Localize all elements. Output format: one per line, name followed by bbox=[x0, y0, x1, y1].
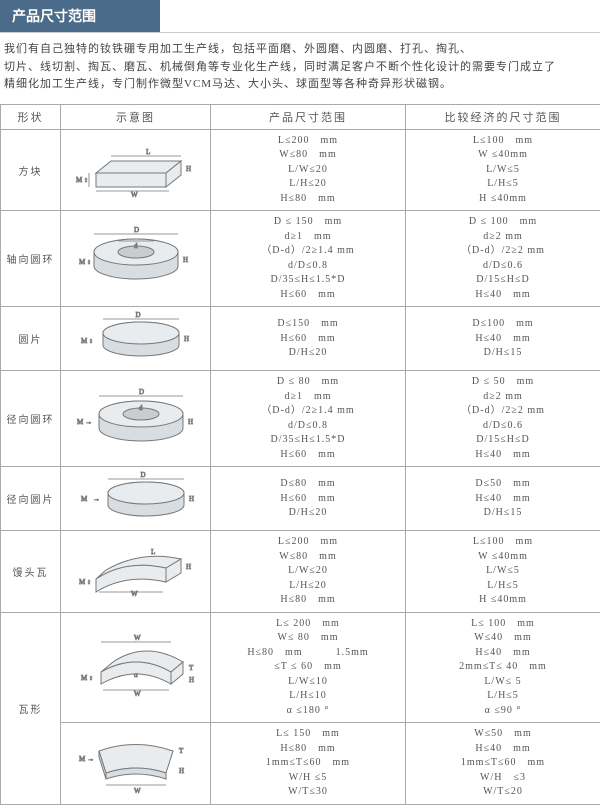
col-economic: 比较经济的尺寸范围 bbox=[406, 104, 600, 129]
econ-cell: L≤ 100 mm W≤40 mm H≤40 mm 2mm≤T≤ 40 mm L… bbox=[406, 612, 600, 723]
svg-text:W: W bbox=[131, 590, 140, 598]
svg-text:H: H bbox=[189, 495, 196, 503]
svg-text:T: T bbox=[189, 664, 195, 672]
svg-text:W: W bbox=[134, 787, 143, 795]
econ-cell: D ≤ 50 mm d≥2 mm （D-d）/2≥2 mm d/D≤0.6 D/… bbox=[406, 371, 600, 467]
svg-text:M→: M→ bbox=[79, 755, 96, 763]
svg-text:M↕: M↕ bbox=[81, 337, 95, 345]
svg-text:W: W bbox=[134, 634, 143, 642]
svg-text:M↕: M↕ bbox=[76, 176, 90, 184]
desc-line2: 切片、线切割、掏瓦、磨瓦、机械倒角等专业化生产线，同时满足客户不断个性化设计的需… bbox=[4, 59, 596, 77]
svg-text:D: D bbox=[135, 311, 142, 319]
table-row: 径向圆环 D d M→ H bbox=[1, 371, 600, 467]
svg-text:d: d bbox=[139, 404, 145, 412]
spec-cell: D ≤ 150 mm d≥1 mm （D-d）/2≥1.4 mm d/D≤0.8… bbox=[211, 211, 406, 307]
svg-text:M↕: M↕ bbox=[81, 674, 95, 682]
spec-cell: L≤ 200 mm W≤ 80 mm H≤80 mm 1.5mm ≤T ≤ 60… bbox=[211, 612, 406, 723]
svg-text:α: α bbox=[134, 671, 140, 679]
svg-text:H: H bbox=[186, 563, 193, 571]
svg-text:T: T bbox=[179, 747, 185, 755]
shape-name: 径向圆片 bbox=[1, 467, 61, 531]
spec-cell: L≤200 mm W≤80 mm L/W≤20 L/H≤20 H≤80 mm bbox=[211, 531, 406, 613]
diagram-cell: L M↕ W H bbox=[61, 129, 211, 211]
spec-cell: D≤150 mm H≤60 mm D/H≤20 bbox=[211, 307, 406, 371]
svg-text:W: W bbox=[131, 191, 140, 198]
diagram-cell: W W α M↕ T H bbox=[61, 612, 211, 723]
desc-line1: 我们有自己独特的钕铁硼专用加工生产线，包括平面磨、外圆磨、内圆磨、打孔、掏孔、 bbox=[4, 41, 596, 59]
svg-text:H: H bbox=[179, 767, 186, 775]
table-header-row: 形状 示意图 产品尺寸范围 比较经济的尺寸范围 bbox=[1, 104, 600, 129]
radial-ring-diagram: D d M→ H bbox=[63, 384, 208, 454]
shape-name: 径向圆环 bbox=[1, 371, 61, 467]
diagram-cell: D d M→ H bbox=[61, 371, 211, 467]
description-block: 我们有自己独特的钕铁硼专用加工生产线，包括平面磨、外圆磨、内圆磨、打孔、掏孔、 … bbox=[0, 41, 600, 104]
svg-text:d: d bbox=[134, 242, 140, 250]
tile-diagram-1: W W α M↕ T H bbox=[63, 632, 208, 704]
section-header: 产品尺寸范围 bbox=[0, 0, 600, 33]
svg-text:D: D bbox=[140, 471, 147, 479]
shape-name: 轴向圆环 bbox=[1, 211, 61, 307]
econ-cell: D≤50 mm H≤40 mm D/H≤15 bbox=[406, 467, 600, 531]
table-row: 方块 L M↕ W H bbox=[1, 129, 600, 211]
spec-cell: D ≤ 80 mm d≥1 mm （D-d）/2≥1.4 mm d/D≤0.8 … bbox=[211, 371, 406, 467]
svg-text:L: L bbox=[146, 148, 152, 156]
col-diagram: 示意图 bbox=[61, 104, 211, 129]
svg-text:M→: M→ bbox=[77, 418, 94, 426]
econ-cell: D ≤ 100 mm d≥2 mm （D-d）/2≥2 mm d/D≤0.6 D… bbox=[406, 211, 600, 307]
table-row: 馒头瓦 M↕ W L H bbox=[1, 531, 600, 613]
svg-text:H: H bbox=[188, 418, 195, 426]
disc-diagram: D M↕ H bbox=[63, 311, 208, 366]
axial-ring-diagram: D d M↕ H bbox=[63, 224, 208, 294]
svg-text:D: D bbox=[134, 226, 141, 234]
svg-text:M →: M → bbox=[81, 495, 102, 503]
diagram-cell: M↕ W L H bbox=[61, 531, 211, 613]
shape-name: 馒头瓦 bbox=[1, 531, 61, 613]
econ-cell: L≤100 mm W ≤40mm L/W≤5 L/H≤5 H ≤40mm bbox=[406, 531, 600, 613]
col-shape: 形状 bbox=[1, 104, 61, 129]
diagram-cell: D d M↕ H bbox=[61, 211, 211, 307]
table-row: 圆片 D M↕ H bbox=[1, 307, 600, 371]
col-range: 产品尺寸范围 bbox=[211, 104, 406, 129]
bread-tile-diagram: M↕ W L H bbox=[63, 544, 208, 599]
svg-text:H: H bbox=[183, 256, 190, 264]
desc-line3: 精细化加工生产线，专门制作微型VCM马达、大小头、球面型等各种奇异形状磁钢。 bbox=[4, 76, 596, 94]
table-row: M→ W T H L≤ 150 mm H≤80 mm 1mm≤T≤60 mm W… bbox=[1, 723, 600, 805]
radial-disc-diagram: D M → H bbox=[63, 471, 208, 526]
dimension-table: 形状 示意图 产品尺寸范围 比较经济的尺寸范围 方块 L bbox=[0, 104, 600, 805]
econ-cell: W≤50 mm H≤40 mm 1mm≤T≤60 mm W/H ≤3 W/T≤2… bbox=[406, 723, 600, 805]
shape-name: 瓦形 bbox=[1, 612, 61, 804]
diagram-cell: D M↕ H bbox=[61, 307, 211, 371]
econ-cell: D≤100 mm H≤40 mm D/H≤15 bbox=[406, 307, 600, 371]
diagram-cell: M→ W T H bbox=[61, 723, 211, 805]
tile-diagram-2: M→ W T H bbox=[63, 733, 208, 795]
svg-text:M↕: M↕ bbox=[79, 578, 93, 586]
table-row: 瓦形 W W α M↕ T bbox=[1, 612, 600, 723]
svg-text:D: D bbox=[139, 388, 146, 396]
svg-text:M↕: M↕ bbox=[79, 258, 93, 266]
section-title: 产品尺寸范围 bbox=[0, 0, 160, 32]
spec-cell: D≤80 mm H≤60 mm D/H≤20 bbox=[211, 467, 406, 531]
table-row: 轴向圆环 D d M↕ H bbox=[1, 211, 600, 307]
econ-cell: L≤100 mm W ≤40mm L/W≤5 L/H≤5 H ≤40mm bbox=[406, 129, 600, 211]
svg-text:H: H bbox=[184, 335, 191, 343]
svg-text:H: H bbox=[189, 676, 196, 684]
shape-name: 圆片 bbox=[1, 307, 61, 371]
table-row: 径向圆片 D M → H bbox=[1, 467, 600, 531]
shape-name: 方块 bbox=[1, 129, 61, 211]
svg-text:W: W bbox=[134, 690, 143, 698]
svg-text:L: L bbox=[151, 548, 157, 556]
spec-cell: L≤200 mm W≤80 mm L/W≤20 L/H≤20 H≤80 mm bbox=[211, 129, 406, 211]
diagram-cell: D M → H bbox=[61, 467, 211, 531]
spec-cell: L≤ 150 mm H≤80 mm 1mm≤T≤60 mm W/H ≤5 W/T… bbox=[211, 723, 406, 805]
block-diagram: L M↕ W H bbox=[63, 143, 208, 198]
svg-text:H: H bbox=[186, 165, 193, 173]
